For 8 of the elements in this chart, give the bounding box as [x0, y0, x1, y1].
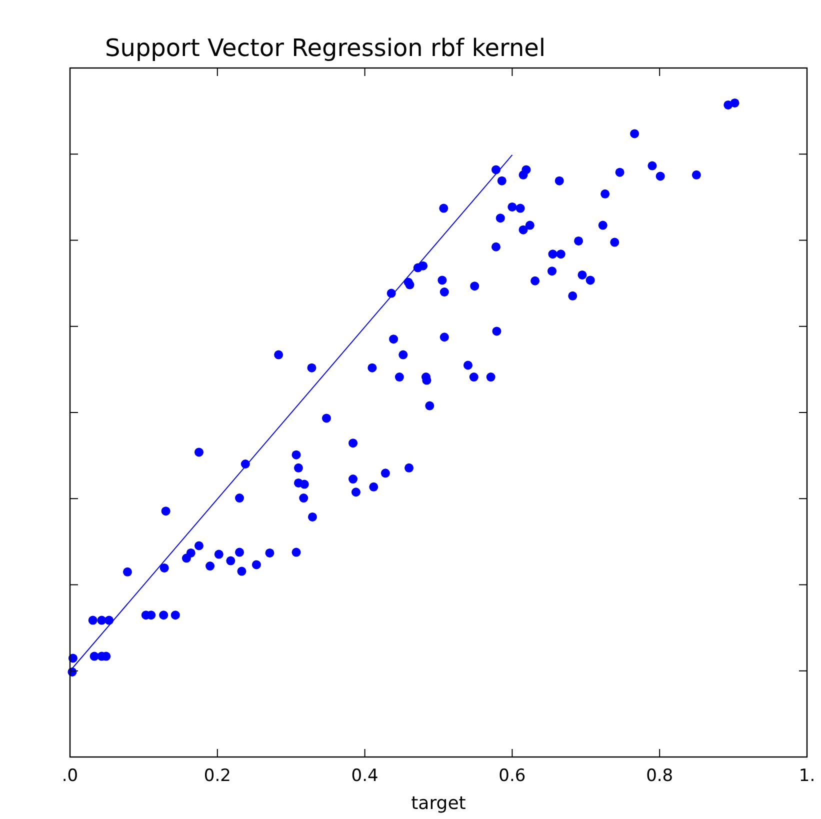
x-tick-label: 0.8 — [646, 766, 674, 786]
x-tick-label: 1. — [798, 766, 816, 786]
x-tick-label: 0.6 — [498, 766, 526, 786]
x-tick-label: .0 — [62, 766, 78, 786]
x-tick-label: 0.2 — [204, 766, 231, 786]
x-tick-label: 0.4 — [351, 766, 378, 786]
x-axis-title: target — [411, 793, 466, 814]
chart-title: Support Vector Regression rbf kernel — [105, 34, 546, 62]
